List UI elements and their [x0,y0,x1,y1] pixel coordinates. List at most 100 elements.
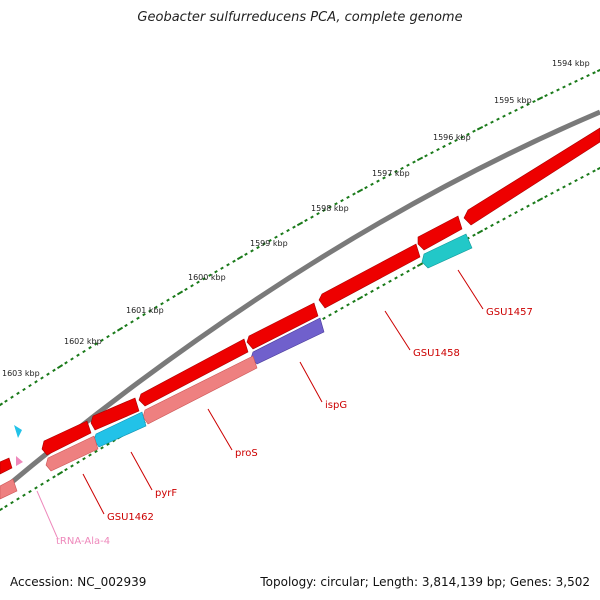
tick-mark [580,76,584,80]
tick-mark [28,383,32,388]
tick-mark [236,255,244,261]
gene-label: ispG [325,400,347,411]
kbp-label: 1598 kbp [311,204,349,213]
kbp-label: 1594 kbp [552,59,590,68]
tick-mark [322,208,326,213]
tick-mark [94,449,98,454]
tick-mark [346,303,350,307]
tick-mark [56,470,64,476]
tick-mark [568,182,572,186]
tick-mark [22,387,26,392]
tick-mark [334,309,338,314]
tick-mark [100,446,104,450]
tick-mark [466,132,470,136]
tick-mark [88,346,92,350]
tick-mark [40,482,44,486]
kbp-label: 1597 kbp [372,169,410,178]
tick-mark [208,273,212,277]
trna-marker[interactable] [16,456,23,466]
tick-mark [124,323,128,328]
feature-GSU1462[interactable] [45,435,99,472]
gene-label: tRNA-Ala-4 [56,536,110,547]
tick-mark [472,233,476,237]
tick-mark [556,88,560,92]
tick-mark [28,489,32,494]
tick-mark [214,270,218,274]
tick-mark [256,245,260,250]
tick-mark [202,277,206,281]
gene-arrow-GSU1462[interactable] [41,420,92,456]
tick-mark [352,192,356,196]
tick-mark [136,316,140,320]
tick-mark [352,299,356,304]
tick-mark [184,287,188,292]
gene-label: GSU1457 [486,307,533,318]
tick-mark [142,312,146,317]
tick-mark [562,85,566,89]
tick-mark [436,148,440,152]
tick-mark [34,486,38,490]
kbp-label: 1596 kbp [433,133,471,142]
feature-GSU1457[interactable] [421,233,473,269]
tick-mark [388,279,392,283]
tick-mark [304,218,308,223]
trna-marker-cyan[interactable] [14,425,22,438]
tick-mark [490,223,494,227]
gene-arrow-left-edge[interactable] [0,457,13,475]
gene-arrow-pyrF[interactable] [90,397,140,431]
tick-mark [46,478,50,483]
tick-mark [130,320,134,324]
tick-mark [70,464,74,468]
forward-strand-genes [0,127,600,475]
tick-mark [88,453,92,457]
tick-mark [112,331,116,335]
tick-mark [376,179,380,183]
tick-mark [268,238,272,243]
kbp-label: 1603 kbp [2,369,40,378]
tick-mark [544,94,548,98]
tick-mark [550,91,554,95]
tick-mark [586,74,590,78]
gene-arrow-proS[interactable] [138,338,249,407]
tick-mark [574,79,578,83]
gene-arrow-GSU1458-a[interactable] [417,215,463,251]
kbp-label-group: 1594 kbp 1595 kbp 1596 kbp 1597 kbp 1598… [2,59,590,378]
tick-mark [280,232,284,236]
gene-arrow-GSU1457[interactable] [463,127,600,226]
tick-mark [70,357,74,361]
tick-mark [154,305,158,309]
tick-mark [250,249,254,253]
tick-mark [106,442,110,446]
gene-arrow-ispG[interactable] [246,302,319,350]
tick-mark [586,172,590,176]
tick-mark [550,191,554,195]
tick-mark [4,504,8,508]
tick-mark [220,266,224,270]
tick-mark [416,262,424,268]
tick-mark [34,380,38,384]
tick-mark [442,144,446,149]
gene-arrow-GSU1458[interactable] [318,243,421,309]
tick-mark [262,242,266,246]
tick-mark [460,135,464,139]
tick-mark [520,105,524,109]
tick-mark [370,182,374,186]
tick-mark [196,280,200,284]
tick-mark [484,227,488,231]
tick-mark [532,99,536,104]
tick-mark [514,210,518,215]
tick-mark [166,298,170,302]
tick-mark [94,342,98,346]
tick-mark [310,215,314,219]
feature-left-edge[interactable] [0,478,18,500]
tick-mark [490,120,494,124]
tick-mark [394,276,398,280]
tick-mark [382,283,386,287]
gene-label-group: GSU1457 GSU1458 ispG proS pyrF GSU1462 t… [56,307,533,547]
tick-mark [580,175,584,179]
tick-mark [10,500,14,505]
tick-mark [172,294,176,299]
tick-mark [46,372,50,376]
tick-mark [356,295,364,301]
